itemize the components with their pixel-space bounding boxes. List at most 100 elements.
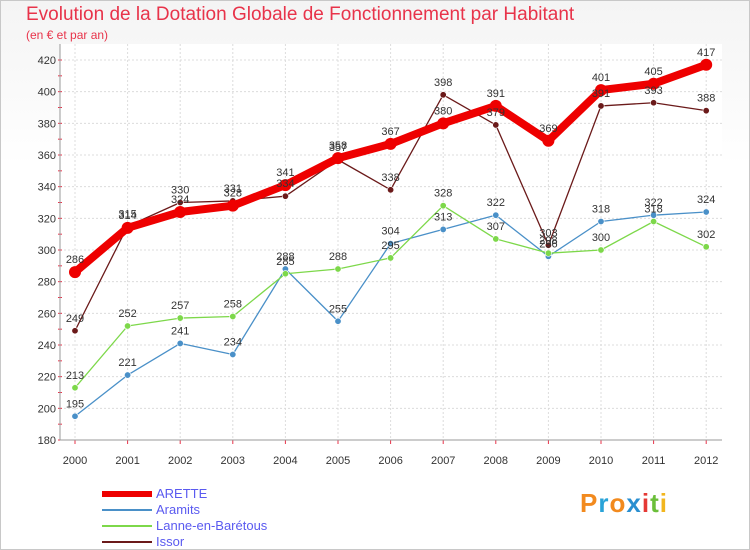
logo-letter: P: [580, 488, 599, 518]
data-label: 286: [66, 254, 84, 266]
data-point: [700, 58, 713, 71]
data-label: 300: [592, 232, 610, 244]
data-label: 307: [487, 221, 505, 233]
data-point: [492, 121, 500, 129]
data-point: [226, 199, 239, 212]
data-label: 315: [118, 208, 136, 220]
data-point: [124, 322, 132, 330]
data-label: 249: [66, 313, 84, 325]
legend-label-issor: Issor: [156, 534, 185, 549]
x-tick-label: 2003: [221, 455, 245, 467]
data-point: [124, 371, 132, 379]
data-label: 367: [381, 126, 399, 138]
data-label: 330: [171, 185, 189, 197]
y-tick-label: 320: [38, 213, 56, 225]
data-point: [544, 241, 552, 249]
legend: ARETTE Aramits Lanne-en-Barétous Issor: [102, 486, 322, 550]
data-label: 318: [592, 204, 610, 216]
data-point: [229, 350, 237, 358]
data-point: [489, 99, 502, 112]
data-point: [176, 199, 184, 207]
data-label: 417: [697, 47, 715, 59]
legend-swatch-aramits: [102, 509, 152, 511]
data-label: 221: [118, 357, 136, 369]
data-point: [439, 202, 447, 210]
data-label: 322: [487, 197, 505, 209]
data-label: 295: [381, 240, 399, 252]
data-label: 358: [329, 140, 347, 152]
data-point: [384, 137, 397, 150]
data-point: [650, 218, 658, 226]
logo-letter: x: [626, 488, 642, 518]
data-point: [279, 179, 292, 192]
y-tick-label: 360: [38, 150, 56, 162]
data-label: 213: [66, 370, 84, 382]
legend-item-issor: Issor: [102, 534, 322, 550]
data-point: [387, 240, 395, 248]
logo-letter: i: [659, 488, 668, 518]
y-tick-label: 260: [38, 308, 56, 320]
data-label: 324: [171, 194, 189, 206]
legend-swatch-lanne: [102, 525, 152, 527]
chart-title: Evolution de la Dotation Globale de Fonc…: [26, 4, 575, 25]
data-label: 302: [697, 229, 715, 241]
data-point: [702, 243, 710, 251]
data-label: 252: [118, 308, 136, 320]
x-tick-label: 2011: [642, 455, 666, 467]
data-label: 313: [434, 211, 452, 223]
y-tick-label: 200: [38, 403, 56, 415]
data-point: [281, 270, 289, 278]
data-label: 328: [434, 188, 452, 200]
legend-label-lanne: Lanne-en-Barétous: [156, 518, 268, 533]
data-label: 398: [434, 77, 452, 89]
logo-letter: i: [641, 488, 651, 518]
data-label: 304: [381, 226, 399, 238]
data-label: 338: [381, 172, 399, 184]
data-label: 341: [276, 167, 294, 179]
data-label: 318: [644, 204, 662, 216]
data-point: [702, 107, 710, 115]
data-label: 391: [487, 88, 505, 100]
data-point: [334, 265, 342, 273]
data-point: [437, 117, 450, 130]
legend-swatch-issor: [102, 541, 152, 543]
x-tick-label: 2005: [326, 455, 350, 467]
logo-letter: o: [609, 488, 627, 518]
data-point: [334, 317, 342, 325]
y-tick-label: 340: [38, 182, 56, 194]
data-label: 388: [697, 93, 715, 105]
data-point: [542, 134, 555, 147]
data-label: 328: [224, 188, 242, 200]
x-tick-label: 2004: [273, 455, 297, 467]
y-tick-label: 400: [38, 87, 56, 99]
data-label: 380: [434, 105, 452, 117]
data-label: 314: [118, 210, 136, 222]
legend-item-arette: ARETTE: [102, 486, 322, 502]
data-point: [647, 77, 660, 90]
data-point: [597, 218, 605, 226]
data-label: 405: [644, 66, 662, 78]
data-point: [387, 254, 395, 262]
y-tick-label: 220: [38, 372, 56, 384]
data-label: 258: [224, 299, 242, 311]
data-point: [595, 84, 607, 97]
data-point: [439, 225, 447, 233]
data-point: [176, 314, 184, 322]
x-tick-label: 2001: [115, 455, 139, 467]
data-label: 334: [276, 178, 294, 190]
logo-letter: t: [650, 488, 660, 518]
data-label: 288: [276, 251, 294, 263]
data-label: 401: [592, 72, 610, 84]
data-point: [71, 412, 79, 420]
data-label: 391: [592, 88, 610, 100]
y-tick-label: 420: [38, 55, 56, 67]
data-label: 288: [329, 251, 347, 263]
data-label: 195: [66, 398, 84, 410]
data-label: 296: [539, 238, 557, 250]
data-point: [281, 192, 289, 200]
legend-item-aramits: Aramits: [102, 502, 322, 518]
data-label: 298: [539, 235, 557, 247]
data-label: 357: [329, 142, 347, 154]
y-tick-label: 300: [38, 245, 56, 257]
data-label: 322: [644, 197, 662, 209]
